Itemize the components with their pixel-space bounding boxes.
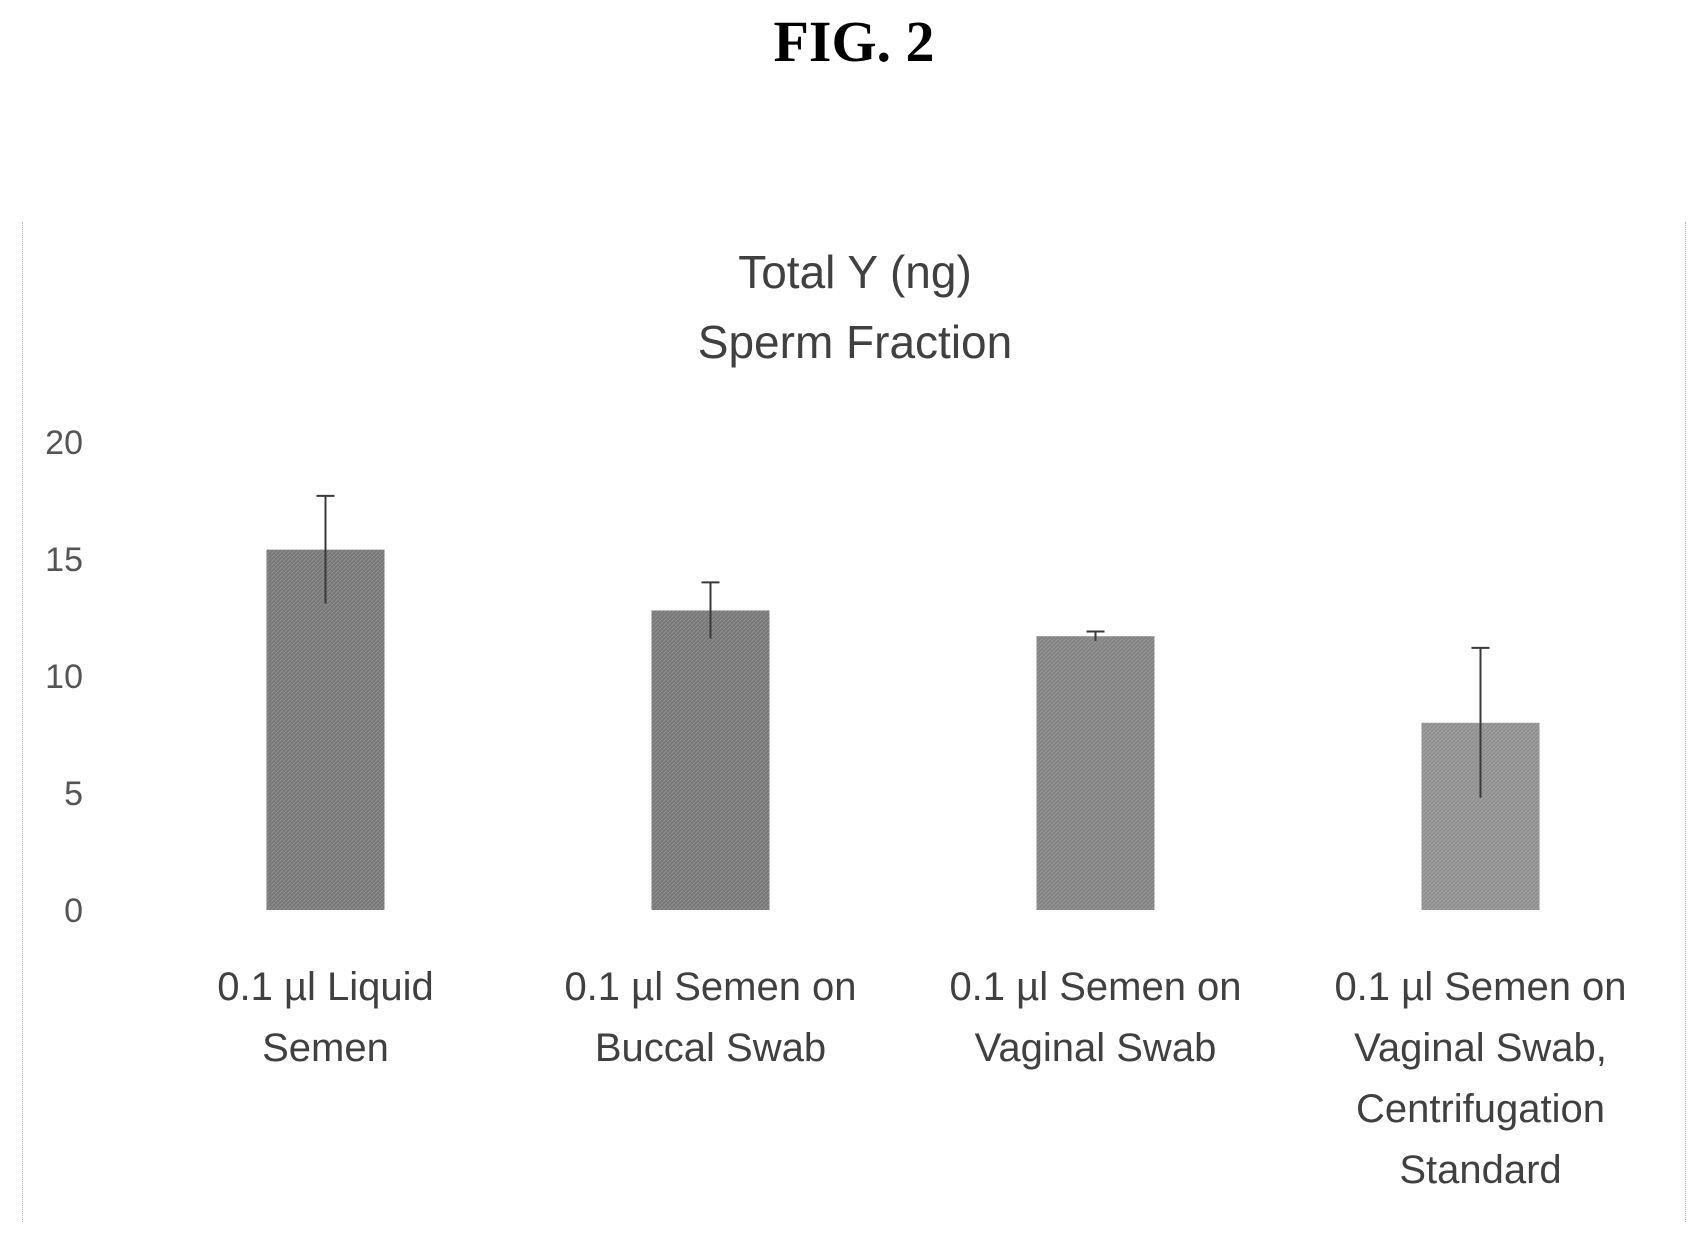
y-tick-label: 10 xyxy=(45,658,83,696)
y-tick-label: 15 xyxy=(45,541,83,579)
category-label-line: Standard xyxy=(1399,1148,1561,1192)
bar-texture xyxy=(266,549,385,910)
bar-texture xyxy=(1036,636,1155,910)
category-label-line: 0.1 µl Semen on xyxy=(949,965,1241,1009)
chart-area: Total Y (ng) Sperm Fraction 0 5 10 15 20 0.1… xyxy=(22,222,1686,1222)
x-axis: 0.1 µl Liquid Semen 0.1 µl Semen on Buccal … xyxy=(217,965,1626,1192)
category-label-line: 0.1 µl Semen on xyxy=(1334,965,1626,1009)
category-label-line: Buccal Swab xyxy=(595,1026,826,1070)
bar-texture xyxy=(651,610,770,910)
bar-chart: Total Y (ng) Sperm Fraction 0 5 10 15 20 0.1… xyxy=(45,246,1626,1192)
y-tick-label: 20 xyxy=(45,424,83,462)
y-tick-label: 0 xyxy=(64,892,83,930)
y-tick-label: 5 xyxy=(64,775,83,813)
category-label-line: Vaginal Swab xyxy=(975,1026,1217,1070)
category-label-line: Semen xyxy=(262,1026,389,1070)
chart-subtitle: Sperm Fraction xyxy=(698,316,1012,368)
category-label-line: Centrifugation xyxy=(1356,1087,1605,1131)
category-label: 0.1 µl Semen on Vaginal Swab xyxy=(949,965,1241,1070)
bars-group xyxy=(266,494,1540,910)
figure-label: FIG. 2 xyxy=(773,9,935,74)
category-label-line: 0.1 µl Liquid xyxy=(217,965,434,1009)
y-axis: 0 5 10 15 20 xyxy=(45,424,83,930)
category-label-line: Vaginal Swab, xyxy=(1354,1026,1607,1070)
category-label: 0.1 µl Semen on Buccal Swab xyxy=(564,965,856,1070)
category-label-line: 0.1 µl Semen on xyxy=(564,965,856,1009)
chart-title: Total Y (ng) xyxy=(738,246,972,298)
category-label: 0.1 µl Liquid Semen xyxy=(217,965,434,1070)
category-label: 0.1 µl Semen on Vaginal Swab, Centrifugati… xyxy=(1334,965,1626,1192)
